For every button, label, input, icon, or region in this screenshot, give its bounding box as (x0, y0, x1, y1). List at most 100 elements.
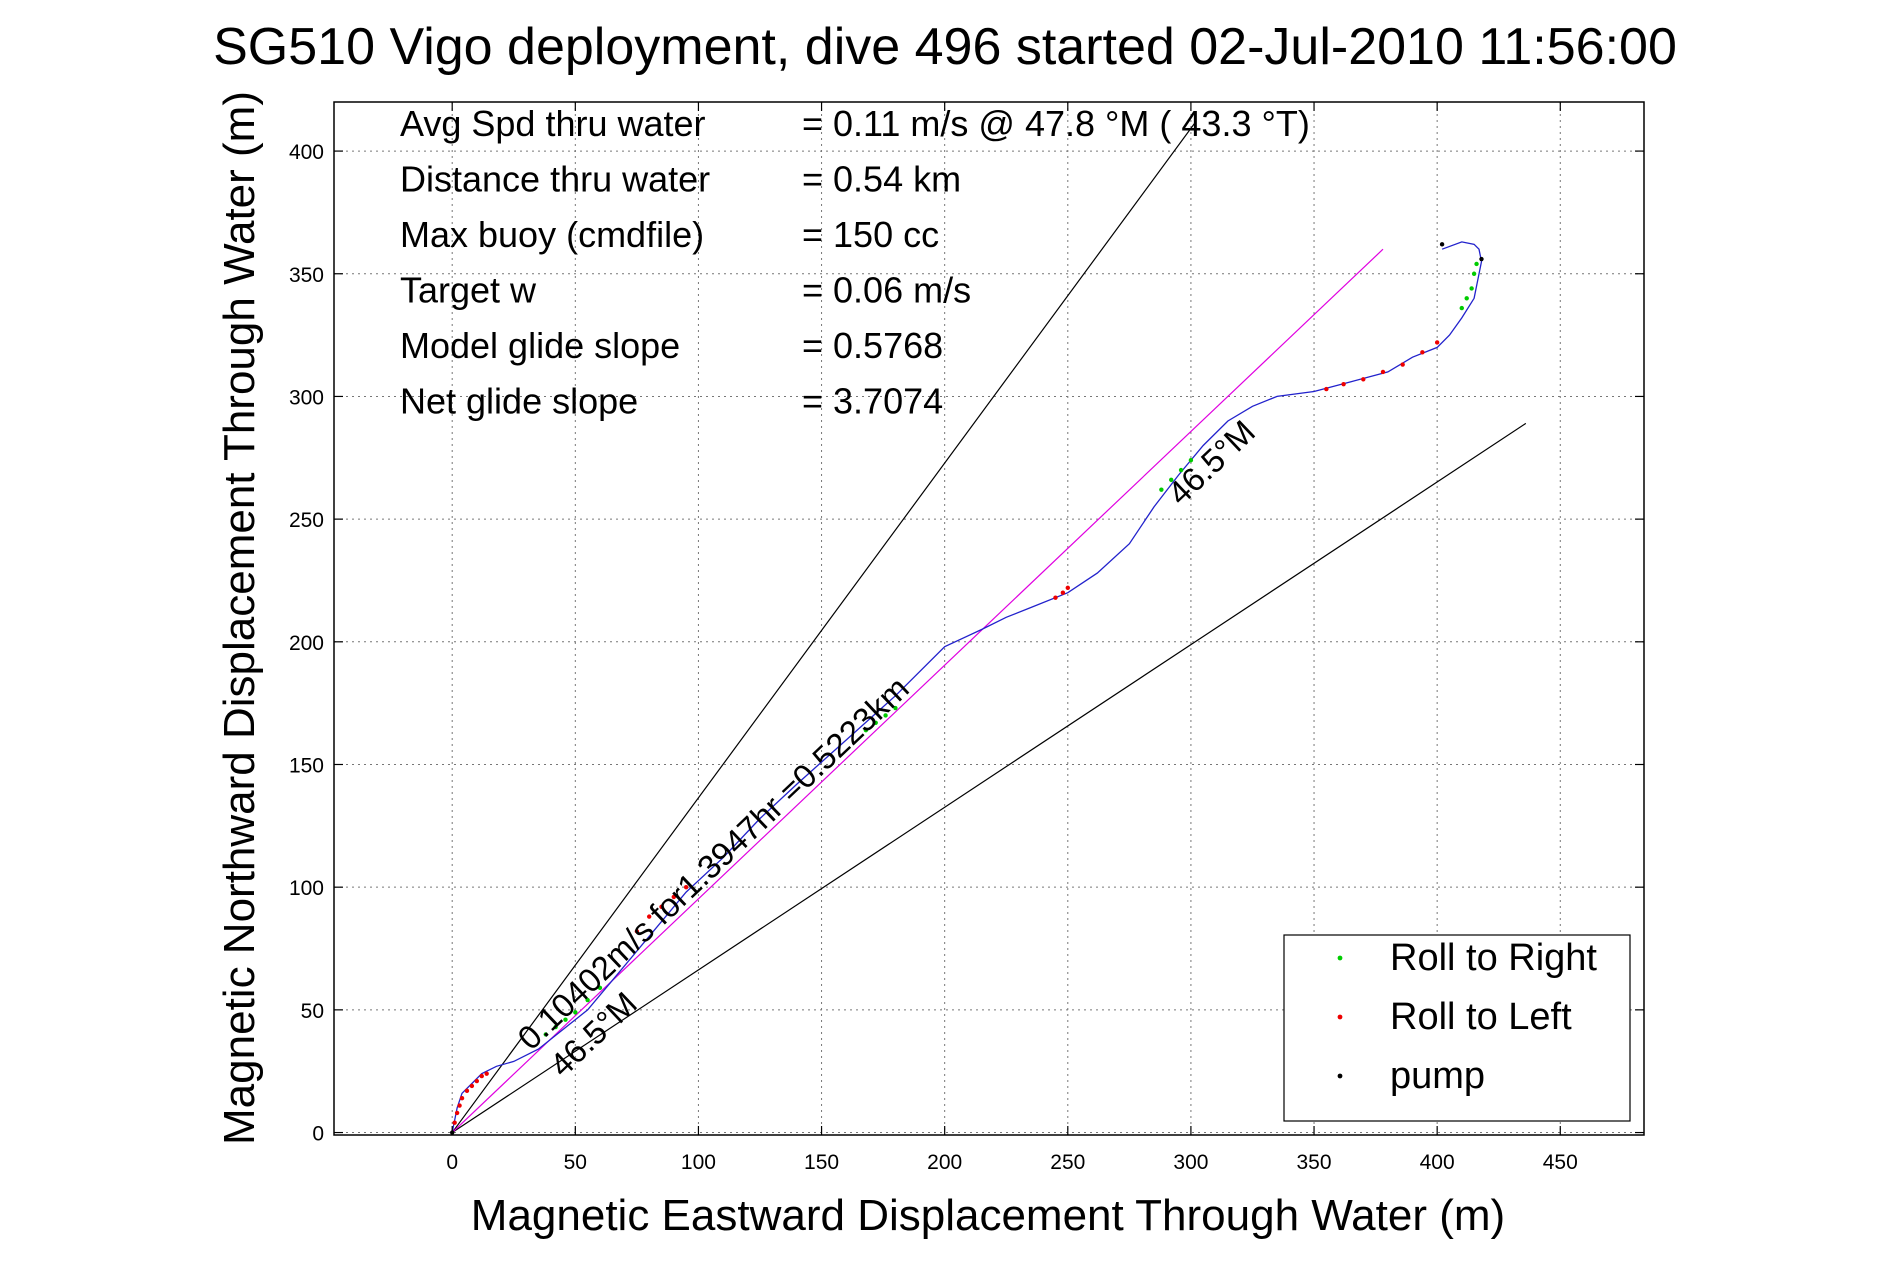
point-roll-to-left (484, 1071, 489, 1076)
point-roll-to-left (1324, 386, 1329, 392)
point-roll-to-left (1400, 362, 1405, 367)
point-roll-to-right (553, 1024, 558, 1030)
x-tick-label: 150 (804, 1151, 839, 1174)
y-tick-label: 150 (289, 754, 324, 777)
x-tick-label: 100 (681, 1151, 716, 1174)
point-roll-to-left (457, 1103, 462, 1108)
legend-label: Roll to Right (1390, 937, 1597, 979)
legend: Roll to Right Roll to Left pump (1283, 934, 1631, 1122)
reference-line-upper-bound (451, 121, 1197, 1133)
y-tick-labels: 0 50 100 150 200 250 300 350 400 (289, 141, 324, 1145)
info-value: = 0.5768 (802, 325, 943, 366)
ticks (334, 102, 1644, 1135)
x-tick-labels: 0 50 100 150 200 250 300 350 400 450 (446, 1151, 1577, 1174)
info-label: Distance thru water (400, 159, 710, 200)
point-roll-to-right (573, 1010, 578, 1015)
point-roll-to-left (452, 1120, 457, 1125)
info-label: Net glide slope (400, 381, 638, 422)
y-tick-label: 50 (301, 1000, 324, 1023)
legend-label: Roll to Left (1390, 996, 1572, 1038)
reference-line-target-course (451, 248, 1384, 1133)
y-tick-label: 300 (289, 386, 324, 409)
x-tick-label: 250 (1050, 1151, 1085, 1174)
info-label: Avg Spd thru water (400, 103, 706, 144)
y-tick-label: 0 (312, 1123, 324, 1146)
y-axis-label: Magnetic Northward Displacement Through … (215, 91, 264, 1145)
x-tick-label: 200 (927, 1151, 962, 1174)
info-value: = 0.06 m/s (802, 270, 971, 311)
point-roll-to-left (1341, 381, 1346, 387)
point-pump (1479, 256, 1484, 262)
point-roll-to-right (1471, 271, 1477, 276)
point-roll-to-right (597, 985, 603, 990)
point-roll-to-right (883, 713, 888, 718)
point-roll-to-left (469, 1083, 475, 1089)
legend-label: pump (1390, 1055, 1485, 1097)
info-value: = 3.7074 (802, 381, 943, 422)
legend-entries: Roll to Right Roll to Left pump (1337, 937, 1597, 1097)
point-roll-to-right (1159, 487, 1164, 492)
info-label: Model glide slope (400, 325, 680, 366)
x-tick-label: 0 (446, 1151, 458, 1174)
point-roll-to-left (464, 1088, 470, 1094)
reference-line-lower-bound (451, 422, 1527, 1134)
point-roll-to-left (1434, 340, 1440, 345)
x-tick-label: 50 (564, 1151, 587, 1174)
x-tick-label: 450 (1543, 1151, 1578, 1174)
point-roll-to-left (1065, 585, 1070, 591)
reference-lines (451, 121, 1527, 1134)
y-tick-label: 350 (289, 264, 324, 287)
point-roll-to-left (454, 1110, 460, 1116)
info-value: = 0.54 km (802, 159, 961, 200)
info-value: = 0.11 m/s @ 47.8 °M ( 43.3 °T) (802, 103, 1310, 144)
y-tick-label: 250 (289, 509, 324, 532)
point-roll-to-left (1060, 590, 1066, 595)
point-roll-to-right (1169, 477, 1174, 483)
point-roll-to-right (1459, 305, 1464, 311)
track-line (451, 241, 1483, 1133)
point-roll-to-left (683, 884, 689, 890)
x-tick-label: 400 (1420, 1151, 1455, 1174)
point-roll-to-right (1469, 286, 1474, 291)
grid (334, 102, 1644, 1135)
point-roll-to-left (646, 914, 652, 919)
point-roll-to-left (1420, 350, 1425, 355)
point-roll-to-left (479, 1073, 484, 1079)
info-label: Target w (400, 270, 537, 311)
point-roll-to-left (459, 1095, 465, 1101)
point-roll-to-left (671, 894, 677, 900)
point-roll-to-left (634, 929, 640, 934)
point-roll-to-right (585, 997, 590, 1003)
point-roll-to-right (1178, 467, 1184, 473)
legend-box (1283, 934, 1631, 1122)
plot-frame (333, 101, 1645, 1136)
point-roll-to-right (1188, 458, 1194, 463)
chart-title: SG510 Vigo deployment, dive 496 started … (213, 18, 1677, 76)
legend-marker (1337, 955, 1343, 961)
info-value: = 150 cc (802, 214, 939, 255)
y-tick-label: 100 (289, 877, 324, 900)
series-points (449, 242, 1484, 1135)
x-tick-label: 350 (1297, 1151, 1332, 1174)
point-pump (1439, 242, 1445, 247)
x-tick-label: 300 (1173, 1151, 1208, 1174)
y-tick-label: 200 (289, 632, 324, 655)
point-roll-to-right (543, 1032, 548, 1037)
point-roll-to-right (873, 720, 878, 725)
info-label: Max buoy (cmdfile) (400, 214, 704, 255)
point-roll-to-right (1464, 296, 1469, 301)
point-roll-to-right (563, 1017, 568, 1022)
point-roll-to-left (1380, 369, 1386, 375)
point-roll-to-right (863, 727, 869, 733)
legend-marker (1337, 1073, 1343, 1079)
point-roll-to-left (659, 904, 664, 910)
point-roll-to-right (893, 705, 898, 711)
x-axis-label: Magnetic Eastward Displacement Through W… (471, 1191, 1505, 1240)
annotation-label: 0.10402m/s for1.3947hr =0.5223km (510, 669, 915, 1056)
point-roll-to-right (1474, 261, 1479, 267)
point-roll-to-left (474, 1078, 480, 1084)
annotation-label: 46.5°M (1160, 413, 1262, 512)
info-block: Avg Spd thru water = 0.11 m/s @ 47.8 °M (… (400, 103, 1310, 422)
point-roll-to-left (1053, 595, 1058, 600)
